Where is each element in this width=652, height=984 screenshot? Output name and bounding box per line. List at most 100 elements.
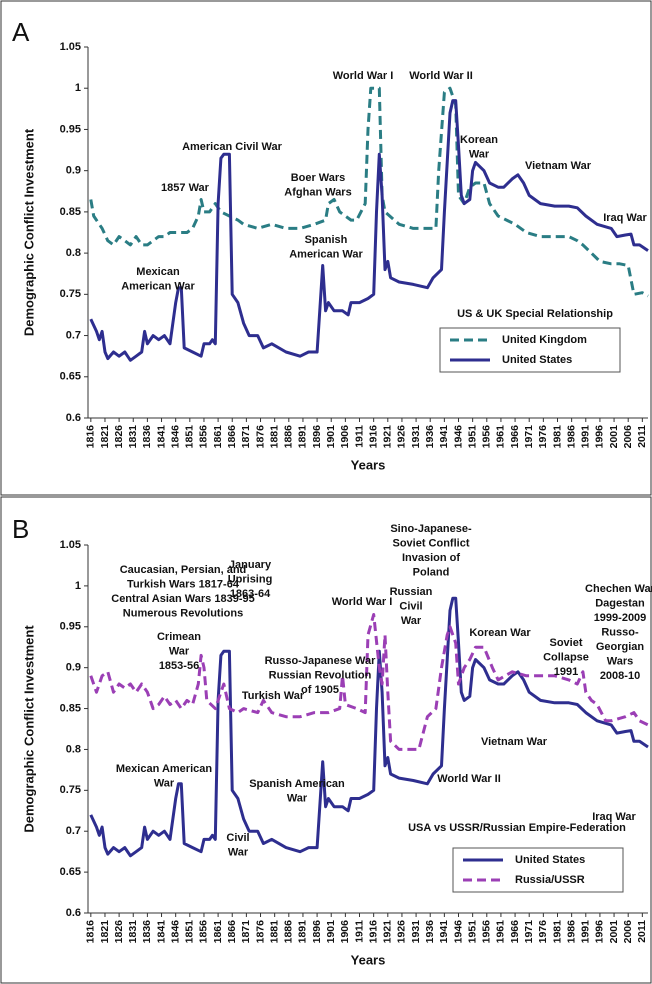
x-tick-label: 1866 xyxy=(226,920,238,944)
x-tick-label: 1966 xyxy=(509,920,521,944)
annotation: Dagestan xyxy=(595,597,645,609)
x-tick-label: 1891 xyxy=(297,425,309,449)
x-tick-label: 2006 xyxy=(622,920,634,944)
x-tick-label: 1906 xyxy=(339,920,351,944)
annotation: 1857 War xyxy=(161,182,210,194)
legend-label: United States xyxy=(502,354,572,366)
y-tick-label: 0.75 xyxy=(60,784,81,796)
x-tick-label: 1901 xyxy=(325,425,337,449)
x-tick-label: 1966 xyxy=(509,425,521,449)
x-axis-label: Years xyxy=(351,952,386,967)
x-tick-label: 1911 xyxy=(353,425,365,448)
x-tick-label: 1946 xyxy=(452,920,464,944)
x-tick-label: 2006 xyxy=(622,425,634,449)
series-line xyxy=(89,613,649,751)
x-tick-label: 1981 xyxy=(551,425,563,449)
x-tick-label: 1841 xyxy=(155,920,167,944)
x-tick-label: 1921 xyxy=(382,425,394,449)
annotation: American Civil War xyxy=(182,141,283,153)
annotation: War xyxy=(154,777,175,789)
x-tick-label: 1826 xyxy=(113,920,125,944)
annotation: Sino-Japanese- xyxy=(390,523,472,535)
x-tick-label: 1896 xyxy=(311,920,323,944)
annotation: Korean xyxy=(460,134,498,146)
panel-frame xyxy=(0,0,652,496)
x-tick-label: 1976 xyxy=(537,425,549,449)
y-tick-label: 0.85 xyxy=(60,206,81,218)
annotation: US & UK Special Relationship xyxy=(457,308,613,320)
x-tick-label: 1856 xyxy=(198,425,210,449)
y-tick-label: 0.65 xyxy=(60,866,81,878)
x-tick-label: 1876 xyxy=(254,425,266,449)
x-tick-label: 2001 xyxy=(608,920,620,944)
annotation: Vietnam War xyxy=(481,736,548,748)
y-tick-label: 0.75 xyxy=(60,288,81,300)
x-tick-label: 2011 xyxy=(636,920,648,943)
annotation: Wars xyxy=(607,655,634,667)
annotation: Russian xyxy=(390,586,433,598)
x-tick-label: 1996 xyxy=(594,425,606,449)
annotation: 2008-10 xyxy=(600,670,640,682)
x-tick-label: 1931 xyxy=(410,425,422,449)
annotation: World War II xyxy=(437,773,501,785)
x-tick-label: 1941 xyxy=(438,920,450,944)
annotation: Russo- xyxy=(601,626,639,638)
annotation: Mexican xyxy=(136,266,180,278)
x-tick-label: 1891 xyxy=(297,920,309,944)
annotation: Invasion of xyxy=(402,552,460,564)
annotation: Chechen War xyxy=(585,583,652,595)
series-line xyxy=(89,596,649,858)
annotation: Iraq War xyxy=(603,212,647,224)
x-axis-label: Years xyxy=(351,457,386,472)
annotation: 1991 xyxy=(554,666,578,678)
x-tick-label: 1836 xyxy=(141,425,153,449)
x-tick-label: 1841 xyxy=(155,425,167,449)
annotation: World War I xyxy=(332,596,393,608)
x-tick-label: 1896 xyxy=(311,425,323,449)
y-tick-label: 0.6 xyxy=(66,907,81,919)
annotation: War xyxy=(401,615,422,627)
x-tick-label: 1856 xyxy=(198,920,210,944)
x-tick-label: 1961 xyxy=(495,920,507,944)
series-line xyxy=(89,86,649,298)
x-tick-label: 1996 xyxy=(594,920,606,944)
y-tick-label: 0.9 xyxy=(66,662,81,674)
annotation: World War I xyxy=(333,70,394,82)
panel-label: B xyxy=(12,514,29,544)
x-tick-label: 1971 xyxy=(523,920,535,944)
annotation: Collapse xyxy=(543,651,589,663)
x-tick-label: 1936 xyxy=(424,425,436,449)
annotation: Vietnam War xyxy=(525,160,592,172)
y-tick-label: 0.9 xyxy=(66,165,81,177)
y-tick-label: 0.7 xyxy=(66,329,81,341)
annotation: Caucasian, Persian, and xyxy=(120,564,247,576)
x-tick-label: 1956 xyxy=(481,425,493,449)
legend-box xyxy=(452,847,624,893)
panel-label: A xyxy=(12,17,30,47)
annotation: War xyxy=(287,792,308,804)
y-tick-label: 1.05 xyxy=(60,539,81,551)
annotation: 1999-2009 xyxy=(594,612,647,624)
x-tick-label: 1956 xyxy=(481,920,493,944)
y-tick-label: 0.65 xyxy=(60,371,81,383)
annotation: War xyxy=(469,148,490,160)
x-tick-label: 1946 xyxy=(452,425,464,449)
annotation: Spanish xyxy=(305,234,348,246)
annotation: Soviet Conflict xyxy=(392,537,469,549)
annotation: Soviet xyxy=(549,637,582,649)
x-tick-label: 1981 xyxy=(551,920,563,944)
x-tick-label: 1951 xyxy=(466,425,478,449)
annotation: American War xyxy=(289,248,363,260)
x-tick-label: 1821 xyxy=(99,920,111,944)
x-tick-label: 1836 xyxy=(141,920,153,944)
legend-label: United Kingdom xyxy=(502,334,587,346)
y-tick-label: 0.95 xyxy=(60,621,81,633)
y-tick-label: 0.95 xyxy=(60,123,81,135)
x-tick-label: 1961 xyxy=(495,425,507,449)
x-tick-label: 1816 xyxy=(85,920,97,944)
legend-box xyxy=(439,327,621,373)
x-tick-label: 2011 xyxy=(636,425,648,448)
x-tick-label: 1831 xyxy=(127,425,139,449)
